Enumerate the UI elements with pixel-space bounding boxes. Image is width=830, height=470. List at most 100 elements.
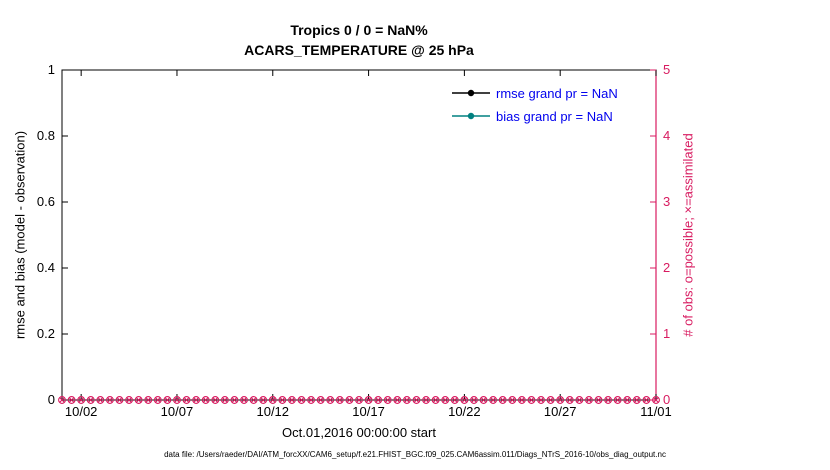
obs-assimilated-marker	[116, 397, 123, 403]
legend-item-rmse: rmse grand pr = NaN	[452, 84, 618, 102]
obs-assimilated-marker	[154, 397, 161, 403]
obs-possible-marker	[86, 396, 95, 404]
right-y-tick-label: 3	[663, 194, 671, 209]
obs-assimilated-marker	[451, 397, 458, 403]
right-y-tick-label: 4	[663, 128, 671, 143]
obs-assimilated-marker	[566, 397, 573, 403]
obs-possible-marker	[431, 396, 440, 404]
obs-assimilated-marker	[173, 397, 180, 403]
obs-possible-marker	[67, 396, 76, 404]
obs-possible-marker	[268, 396, 277, 404]
obs-possible-marker	[584, 396, 593, 404]
obs-assimilated-marker	[653, 397, 659, 403]
obs-assimilated-marker	[269, 397, 276, 403]
obs-possible-marker	[470, 396, 478, 404]
obs-assimilated-marker	[97, 397, 104, 403]
obs-assimilated-marker	[145, 397, 152, 403]
obs-possible-marker	[287, 396, 296, 404]
obs-possible-marker	[556, 396, 565, 404]
obs-assimilated-marker	[317, 397, 324, 403]
obs-possible-marker	[441, 396, 450, 404]
left-y-tick-label: 1	[47, 62, 55, 77]
obs-possible-marker	[508, 396, 517, 404]
obs-assimilated-marker	[164, 397, 171, 403]
obs-assimilated-marker	[490, 397, 497, 403]
obs-assimilated-marker	[288, 397, 295, 403]
obs-possible-marker	[230, 396, 239, 404]
obs-assimilated-marker	[423, 397, 430, 403]
obs-possible-marker	[211, 396, 220, 404]
obs-possible-marker	[623, 396, 632, 404]
obs-possible-marker	[134, 396, 143, 404]
obs-possible-marker	[527, 396, 536, 404]
obs-assimilated-marker	[327, 397, 334, 403]
obs-possible-marker	[307, 396, 316, 404]
obs-assimilated-marker	[509, 397, 516, 403]
obs-assimilated-marker	[394, 397, 401, 403]
obs-assimilated-marker	[308, 397, 315, 403]
obs-possible-marker	[220, 396, 229, 404]
left-y-tick-label: 0.2	[36, 326, 55, 341]
bias-line-sample	[452, 112, 490, 120]
obs-assimilated-marker	[633, 397, 640, 403]
plot-title: Tropics 0 / 0 = NaN%	[290, 22, 428, 38]
obs-possible-marker	[173, 396, 181, 404]
obs-possible-marker	[364, 396, 373, 404]
obs-possible-marker	[105, 396, 114, 404]
obs-possible-marker	[182, 396, 191, 404]
obs-assimilated-marker	[221, 397, 228, 403]
obs-possible-marker	[153, 396, 162, 404]
plot-subtitle: ACARS_TEMPERATURE @ 25 hPa	[244, 42, 474, 58]
obs-possible-marker	[345, 396, 354, 404]
obs-assimilated-marker	[624, 397, 631, 403]
obs-possible-marker	[604, 396, 613, 404]
obs-possible-marker	[163, 396, 172, 404]
obs-assimilated-marker	[250, 397, 257, 403]
obs-possible-marker	[326, 396, 335, 404]
obs-assimilated-marker	[605, 397, 612, 403]
obs-possible-marker	[77, 396, 86, 404]
x-tick-label: 10/12	[256, 404, 290, 419]
obs-possible-marker	[517, 396, 526, 404]
obs-possible-marker	[374, 396, 383, 404]
right-y-tick-label: 5	[663, 62, 671, 77]
right-y-axis-label: # of obs: o=possible; ×=assimilated	[680, 133, 696, 337]
left-y-tick-label: 0.6	[36, 194, 55, 209]
obs-possible-marker	[450, 396, 459, 404]
obs-assimilated-marker	[212, 397, 219, 403]
obs-assimilated-marker	[547, 397, 554, 403]
obs-assimilated-marker	[528, 397, 535, 403]
obs-possible-marker	[125, 396, 134, 404]
obs-possible-marker	[632, 396, 641, 404]
obs-assimilated-marker	[183, 397, 190, 403]
x-tick-label: 10/17	[352, 404, 385, 419]
x-tick-label: 10/27	[543, 404, 577, 419]
left-y-axis-label: rmse and bias (model - observation)	[12, 130, 28, 340]
obs-possible-marker	[259, 396, 268, 404]
obs-possible-marker	[278, 396, 287, 404]
obs-assimilated-marker	[202, 397, 209, 403]
right-y-tick-label: 0	[663, 392, 671, 407]
obs-assimilated-marker	[643, 397, 650, 403]
obs-assimilated-marker	[346, 397, 353, 403]
obs-possible-marker	[479, 396, 488, 404]
left-y-tick-label: 0.4	[36, 260, 55, 275]
obs-possible-marker	[115, 396, 124, 404]
obs-possible-marker	[537, 396, 545, 404]
obs-possible-marker	[58, 396, 66, 404]
left-y-tick-label: 0	[47, 392, 55, 407]
right-y-tick-label: 2	[663, 260, 671, 275]
obs-possible-marker	[575, 396, 584, 404]
obs-assimilated-marker	[461, 397, 468, 403]
obs-assimilated-marker	[126, 397, 133, 403]
x-tick-label: 10/07	[160, 404, 194, 419]
x-tick-label: 11/01	[640, 404, 672, 419]
obs-assimilated-marker	[87, 397, 94, 403]
obs-assimilated-marker	[231, 397, 238, 403]
obs-assimilated-marker	[298, 397, 305, 403]
obs-assimilated-marker	[538, 397, 545, 403]
obs-assimilated-marker	[59, 397, 65, 403]
data-file-caption: data file: /Users/raeder/DAI/ATM_forcXX/…	[164, 450, 666, 459]
obs-assimilated-marker	[470, 397, 477, 403]
